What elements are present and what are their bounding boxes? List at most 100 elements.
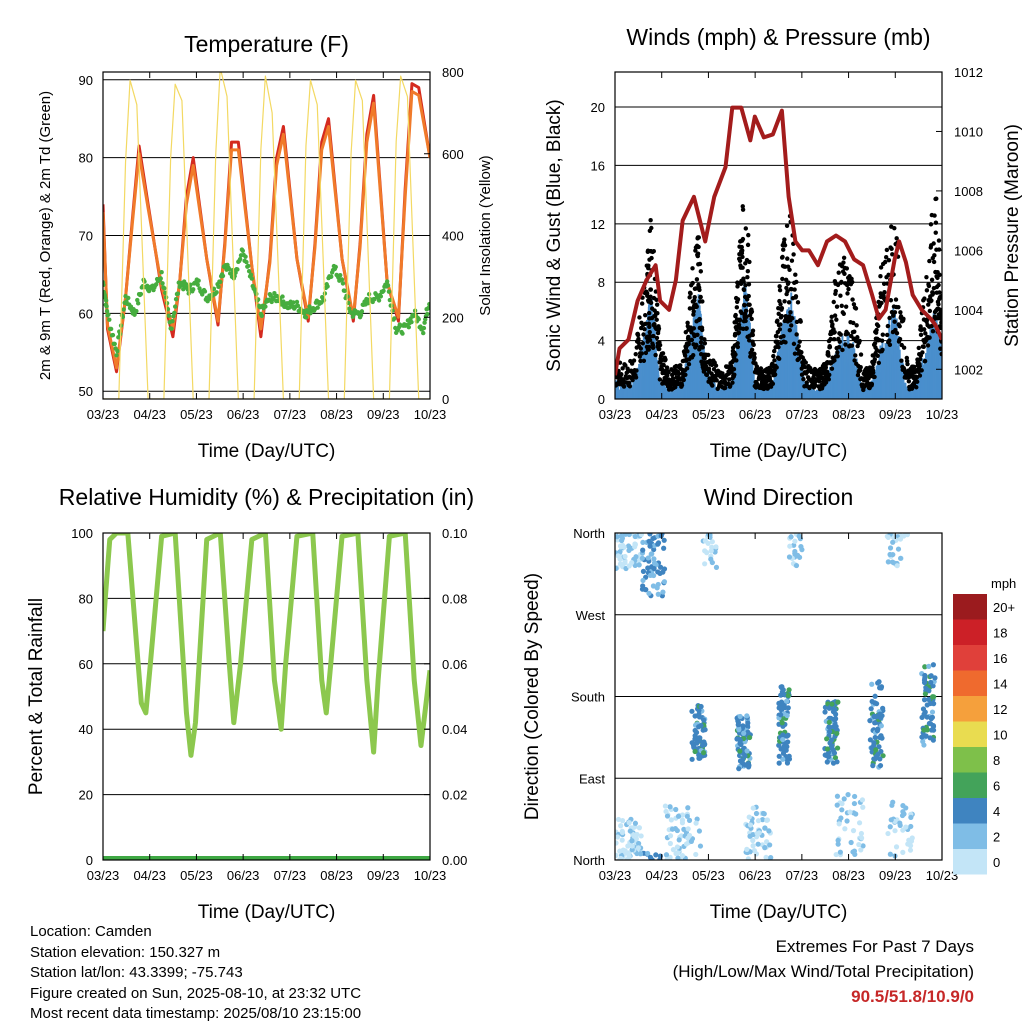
direction-point: [839, 801, 845, 807]
gust-point: [894, 236, 899, 241]
gust-point: [782, 243, 788, 248]
direction-point: [845, 792, 851, 798]
direction-point: [899, 812, 906, 819]
gust-point: [749, 347, 755, 352]
gust-point: [781, 247, 786, 252]
gust-point: [917, 356, 923, 362]
plot-frame: [102, 532, 431, 861]
gust-point: [686, 341, 691, 347]
direction-point: [678, 833, 685, 839]
gust-point: [906, 379, 912, 384]
gust-point: [690, 280, 695, 286]
plot-area: [615, 105, 942, 399]
gust-point: [875, 353, 880, 358]
direction-point: [869, 681, 875, 687]
dewpoint-point: [191, 287, 196, 292]
direction-point: [619, 829, 626, 836]
gust-point: [936, 302, 941, 307]
gust-point: [853, 306, 859, 311]
direction-point: [668, 817, 674, 823]
dewpoint-point: [246, 269, 252, 274]
dewpoint-point: [263, 304, 268, 309]
gust-point: [749, 309, 755, 314]
direction-point: [667, 833, 674, 839]
gust-point: [733, 352, 738, 357]
direction-point: [786, 753, 792, 759]
direction-cluster: [743, 804, 774, 860]
gust-point: [841, 255, 847, 260]
gust-point: [741, 287, 747, 293]
direction-point: [735, 722, 741, 728]
direction-point: [692, 727, 698, 734]
gust-point: [744, 314, 749, 320]
gust-point: [782, 299, 787, 304]
dewpoint-point: [138, 291, 144, 297]
direction-cluster: [833, 792, 866, 858]
gust-point: [779, 305, 785, 311]
direction-point: [626, 533, 632, 538]
direction-point: [681, 826, 687, 832]
direction-point: [785, 732, 791, 738]
gust-point: [912, 364, 917, 370]
dewpoint-point: [114, 353, 119, 358]
gust-point: [882, 290, 887, 295]
direction-point: [744, 713, 750, 719]
direction-point: [908, 814, 914, 820]
gust-point: [641, 332, 646, 337]
gust-point: [789, 258, 795, 263]
gust-point: [796, 343, 801, 349]
direction-point: [887, 824, 893, 830]
direction-point: [696, 714, 703, 720]
gust-point: [852, 329, 857, 334]
direction-point: [652, 561, 658, 568]
dewpoint-point: [159, 269, 164, 275]
direction-point: [750, 843, 756, 849]
gust-point: [844, 282, 850, 288]
gust-point: [649, 255, 654, 261]
direction-point: [826, 719, 832, 725]
gust-point: [872, 374, 877, 380]
gust-point: [894, 331, 900, 336]
direction-point: [768, 854, 774, 860]
gust-point: [638, 358, 643, 364]
dewpoint-point: [244, 259, 249, 265]
direction-point: [897, 536, 904, 542]
direction-point: [667, 840, 673, 847]
direction-point: [615, 816, 622, 823]
gust-point: [828, 336, 833, 342]
direction-point: [737, 713, 743, 720]
direction-point: [759, 817, 766, 823]
direction-point: [895, 546, 902, 552]
gust-point: [926, 302, 931, 307]
direction-point: [760, 810, 767, 817]
direction-point: [876, 744, 882, 750]
dewpoint-point: [175, 291, 181, 296]
colorbar-swatch: [953, 594, 987, 620]
gust-point: [685, 320, 690, 326]
dewpoint-point: [248, 272, 254, 277]
gust-point: [939, 351, 942, 357]
gust-point: [851, 320, 856, 326]
gust-point: [835, 282, 841, 288]
dewpoint-point: [106, 312, 111, 317]
chart-title: Wind Direction: [704, 484, 854, 510]
gust-point: [746, 282, 752, 287]
gust-point: [781, 334, 786, 339]
elevation-text: Station elevation: 150.327 m: [30, 943, 221, 961]
dewpoint-point: [390, 308, 395, 313]
y-tick-label: 0: [598, 392, 605, 407]
x-tick-label: 04/23: [645, 868, 678, 883]
gust-point: [854, 323, 859, 328]
gust-point: [689, 337, 695, 343]
x-axis-label: Time (Day/UTC): [198, 441, 336, 462]
direction-point: [908, 838, 915, 844]
direction-point: [867, 737, 873, 743]
colorbar-swatch: [953, 798, 987, 824]
direction-point: [639, 555, 645, 561]
gust-point: [734, 327, 739, 332]
direction-point: [632, 544, 638, 550]
gust-point: [743, 226, 748, 231]
gust-point: [741, 279, 746, 284]
gust-point: [777, 327, 783, 332]
gust-point: [874, 327, 879, 333]
